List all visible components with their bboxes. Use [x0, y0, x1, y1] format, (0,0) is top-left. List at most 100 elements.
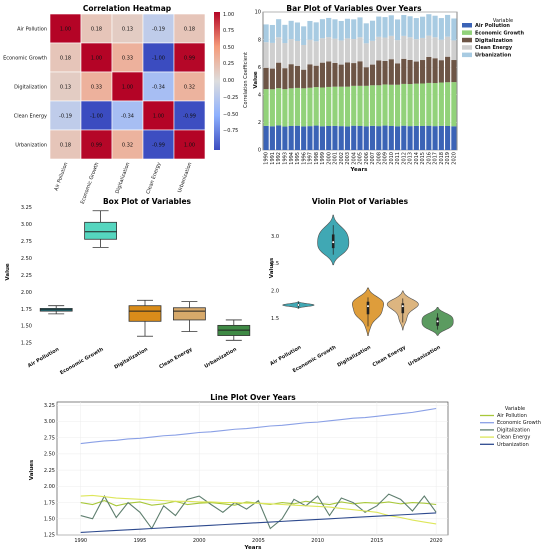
bar-segment: [319, 38, 326, 63]
line-series: [80, 493, 437, 530]
bar-segment: [288, 125, 294, 150]
heatmap-cell-value: 1.00: [60, 26, 71, 32]
bar-segment: [313, 22, 319, 42]
heatmap-cell: [173, 100, 206, 131]
bar-segment: [276, 62, 282, 89]
heatmap-cell-value: 0.99: [91, 142, 102, 148]
heatmap-cell-value: 1.00: [122, 84, 133, 90]
bar-xtick: 2006: [364, 152, 370, 165]
violin-median: [367, 305, 369, 308]
colorbar-tick: 0.00: [223, 78, 234, 84]
bar-segment: [294, 125, 300, 150]
bar-segment: [363, 43, 369, 68]
bar-segment: [445, 14, 451, 37]
bar-segment: [357, 17, 363, 38]
bar-xtick: 1991: [270, 152, 276, 165]
bar-xtick: 2008: [376, 152, 382, 165]
box-ytick: 2.50: [21, 256, 32, 262]
bar-segment: [407, 37, 413, 60]
bar-segment: [369, 64, 376, 86]
bar-xtick: 2016: [426, 152, 432, 165]
bar-segment: [426, 82, 432, 126]
bar-segment: [307, 87, 313, 127]
bar-xtick: 2001: [333, 152, 339, 165]
bar-xtick: 2013: [408, 152, 414, 165]
bar-segment: [276, 37, 282, 63]
line-series: [80, 494, 437, 525]
bar-segment: [401, 15, 407, 36]
bar-segment: [451, 40, 457, 61]
bar-segment: [413, 18, 419, 40]
line-ytick: 2.25: [44, 468, 55, 474]
colorbar-tick: 0.25: [223, 61, 234, 67]
bar-segment: [376, 85, 382, 127]
bar-segment: [401, 83, 407, 126]
bar-segment: [376, 16, 382, 37]
colorbar-tick: −0.75: [223, 128, 238, 134]
bar-segment: [301, 126, 307, 150]
bar-segment: [407, 16, 413, 38]
heatmap-cell-value: 1.00: [184, 142, 195, 148]
bar-segment: [344, 86, 351, 127]
box-xtick: Economic Growth: [59, 346, 105, 376]
bar-segment: [307, 64, 313, 88]
bar-segment: [351, 19, 357, 40]
bar-legend-label: Clean Energy: [475, 45, 513, 51]
bar-segment: [445, 56, 451, 83]
bar-segment: [357, 61, 363, 86]
heatmap-col-label: Urbanization: [177, 162, 194, 194]
bar-segment: [432, 58, 438, 84]
bar-xtick: 1997: [308, 152, 314, 165]
bar-xtick: 1996: [301, 152, 307, 165]
bar-segment: [426, 14, 432, 36]
violin-ytick: 2.5: [271, 261, 279, 267]
line-xlabel: Years: [244, 545, 263, 551]
colorbar-tick: 0.75: [223, 28, 234, 34]
bar-xtick: 2009: [383, 152, 389, 165]
heatmap-row-label: Economic Growth: [3, 56, 47, 62]
bar-segment: [294, 65, 300, 88]
heatmap-cell-value: 0.13: [122, 26, 133, 32]
bar-segment: [344, 62, 351, 87]
line-xtick: 2005: [252, 538, 265, 544]
line-legend-label: Economic Growth: [497, 420, 541, 426]
bar-legend-swatch: [462, 30, 472, 35]
line-xtick: 1995: [134, 538, 147, 544]
bar-xtick: 2005: [358, 152, 364, 165]
violin-xtick: Urbanization: [407, 344, 442, 367]
heatmap-cell-value: -0.99: [183, 113, 196, 119]
bar-xtick: 1992: [276, 152, 282, 165]
box-ytick: 1.75: [21, 307, 32, 313]
bar-segment: [263, 24, 269, 43]
bar-segment: [326, 125, 332, 150]
heatmap-row-label: Clean Energy: [14, 114, 47, 120]
bar-segment: [313, 41, 319, 66]
heatmap-col-label: Air Pollution: [54, 162, 70, 192]
bar-segment: [338, 126, 344, 150]
bar-segment: [332, 62, 338, 87]
bar-xtick: 1990: [264, 152, 270, 165]
heatmap-cell-value: -0.19: [152, 26, 165, 32]
bar-xtick: 2017: [433, 152, 439, 165]
bar-xtick: 1994: [289, 152, 295, 165]
bar-segment: [388, 59, 394, 85]
bar-ytick: 8: [258, 37, 261, 43]
line-ylabel: Values: [29, 459, 35, 480]
heatmap-cell-value: 0.32: [122, 142, 133, 148]
heatmap-cell-value: -1.00: [152, 55, 165, 61]
violin-xtick: Clean Energy: [372, 344, 408, 368]
bar-segment: [351, 125, 357, 150]
bar-segment: [413, 61, 419, 84]
violin-median: [436, 320, 439, 323]
colorbar-tick: 1.00: [223, 12, 234, 18]
bar-segment: [263, 42, 269, 68]
violin-ytick: 3.0: [271, 234, 279, 240]
bar-segment: [301, 88, 307, 127]
box-ytick: 2.25: [21, 273, 32, 279]
heatmap-cell: [49, 13, 82, 44]
bar-segment: [294, 40, 300, 66]
heatmap-cell-value: 0.33: [91, 84, 102, 90]
bar-segment: [426, 35, 432, 57]
bar-segment: [438, 82, 444, 126]
line-xtick: 2020: [430, 538, 443, 544]
